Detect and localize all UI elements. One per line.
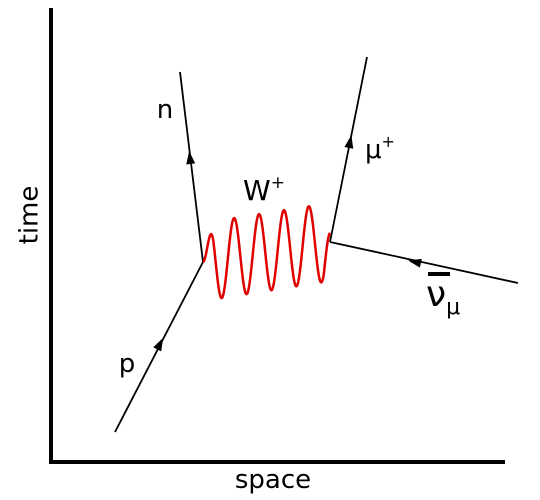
muon-label: μ+ [365,132,395,165]
muon-symbol: μ [365,135,382,165]
neutron-label: n [157,95,173,125]
arrow [153,337,164,352]
neutron-line [179,71,204,263]
proton-label: p [119,349,136,379]
muon-line [329,56,368,243]
arrow [344,135,354,149]
arrow [408,258,422,268]
boson-label: W+ [243,173,285,207]
neutrino-line [329,241,519,284]
boson-charge: + [271,173,285,193]
time-label: time [15,186,45,245]
space-label: space [235,465,311,495]
w-boson-wave [202,205,332,300]
muon-charge: + [382,132,395,151]
neutrino-symbol: ν [426,274,446,315]
arrow [186,151,196,165]
neutrino-label: νμ [426,274,460,320]
boson-symbol: W [243,174,271,207]
neutrino-flavor: μ [446,295,460,320]
